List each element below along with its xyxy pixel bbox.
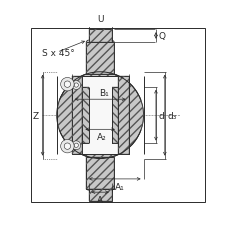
Text: Z: Z xyxy=(33,111,39,120)
Bar xyxy=(86,42,114,74)
Text: B₁: B₁ xyxy=(98,88,108,97)
Circle shape xyxy=(60,78,74,92)
Bar xyxy=(117,77,128,154)
Text: S x 45°: S x 45° xyxy=(41,49,74,57)
Circle shape xyxy=(64,82,70,88)
Text: A: A xyxy=(97,195,103,204)
Circle shape xyxy=(74,84,78,88)
Text: Q: Q xyxy=(158,32,165,41)
Bar xyxy=(86,42,114,74)
Bar xyxy=(88,86,111,146)
Bar xyxy=(71,77,82,154)
Bar xyxy=(82,87,117,144)
Bar xyxy=(88,30,111,42)
Bar xyxy=(117,77,128,154)
Bar xyxy=(86,157,114,189)
Circle shape xyxy=(71,141,80,150)
Bar xyxy=(86,157,114,189)
Bar xyxy=(71,77,128,154)
Circle shape xyxy=(74,144,78,148)
Text: d₃: d₃ xyxy=(167,111,176,120)
Bar xyxy=(82,87,117,144)
Circle shape xyxy=(60,140,74,153)
Text: U: U xyxy=(96,15,103,24)
Circle shape xyxy=(64,143,70,150)
Bar xyxy=(71,77,82,154)
Circle shape xyxy=(71,81,80,90)
Bar xyxy=(88,189,111,201)
Text: d: d xyxy=(158,111,164,120)
Text: A₁: A₁ xyxy=(115,182,124,191)
Text: A₂: A₂ xyxy=(97,132,106,141)
Bar xyxy=(88,189,111,201)
Circle shape xyxy=(57,72,143,159)
Bar xyxy=(88,30,111,42)
